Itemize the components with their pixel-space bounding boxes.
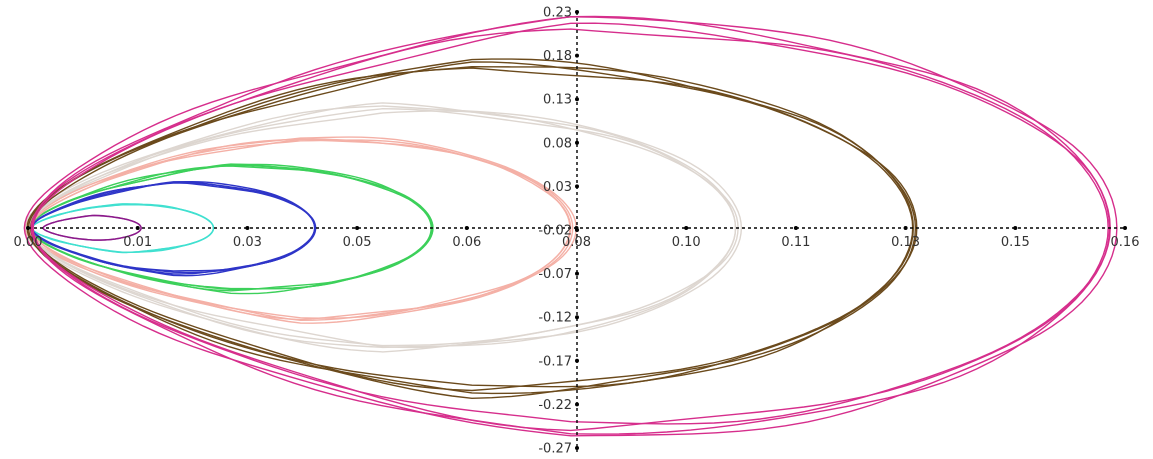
y-tick-label: -0.12 <box>538 311 572 326</box>
x-tick-label: 0.00 <box>14 235 43 250</box>
ticks-group: 0.00 0.01 0.03 0.05 0.06 0.08 0.10 0.11 0.13 0.15… <box>14 6 1140 457</box>
x-tick-label: 0.06 <box>452 235 481 250</box>
y-tick-mark <box>575 271 579 276</box>
y-tick-mark <box>575 10 579 14</box>
x-tick-label: 0.11 <box>781 235 810 250</box>
y-tick-mark <box>575 358 579 363</box>
y-tick-mark <box>575 446 579 450</box>
x-tick-label: 0.05 <box>343 235 372 250</box>
contour-loop <box>42 214 142 241</box>
y-tick-label: 0.13 <box>543 93 572 108</box>
contour-loop <box>31 181 316 274</box>
y-tick-label: -0.02 <box>538 224 572 239</box>
y-tick-label: 0.23 <box>543 6 572 21</box>
y-tick-mark <box>575 402 579 407</box>
x-tick-label: 0.01 <box>123 235 152 250</box>
x-tick-label: 0.08 <box>562 235 591 250</box>
x-tick-mark <box>903 226 908 230</box>
x-tick-mark <box>135 226 140 230</box>
x-tick-mark <box>684 226 689 230</box>
y-tick-mark <box>575 315 579 320</box>
x-tick-label: 0.16 <box>1111 235 1140 250</box>
x-tick-label: 0.03 <box>233 235 262 250</box>
contour-loop <box>32 28 1109 432</box>
y-tick-mark <box>575 184 579 189</box>
y-tick-mark <box>575 97 579 102</box>
x-tick-mark <box>245 226 250 230</box>
x-tick-mark <box>793 226 798 230</box>
y-tick-mark <box>575 53 579 58</box>
contour-series-1 <box>42 214 142 241</box>
contour-series-8 <box>23 15 1118 437</box>
x-tick-label: 0.13 <box>891 235 920 250</box>
y-tick-label: 0.08 <box>543 136 572 151</box>
x-tick-label: 0.10 <box>672 235 701 250</box>
y-tick-label: -0.22 <box>538 398 572 413</box>
contour-loop <box>29 138 572 319</box>
y-tick-mark <box>575 228 579 232</box>
y-tick-label: -0.17 <box>538 354 572 369</box>
x-tick-label: 0.15 <box>1001 235 1030 250</box>
x-tick-mark <box>26 226 30 230</box>
x-tick-mark <box>1013 226 1018 230</box>
y-tick-mark <box>575 140 579 145</box>
y-tick-label: -0.07 <box>538 267 572 282</box>
x-tick-mark <box>1123 226 1127 230</box>
y-tick-label: -0.27 <box>538 442 572 457</box>
x-tick-mark <box>464 226 469 230</box>
contour-loop <box>30 22 1111 425</box>
y-tick-label: 0.18 <box>543 49 572 64</box>
contour-loop <box>23 16 1118 437</box>
x-tick-mark <box>355 226 360 230</box>
y-tick-label: 0.03 <box>543 180 572 195</box>
